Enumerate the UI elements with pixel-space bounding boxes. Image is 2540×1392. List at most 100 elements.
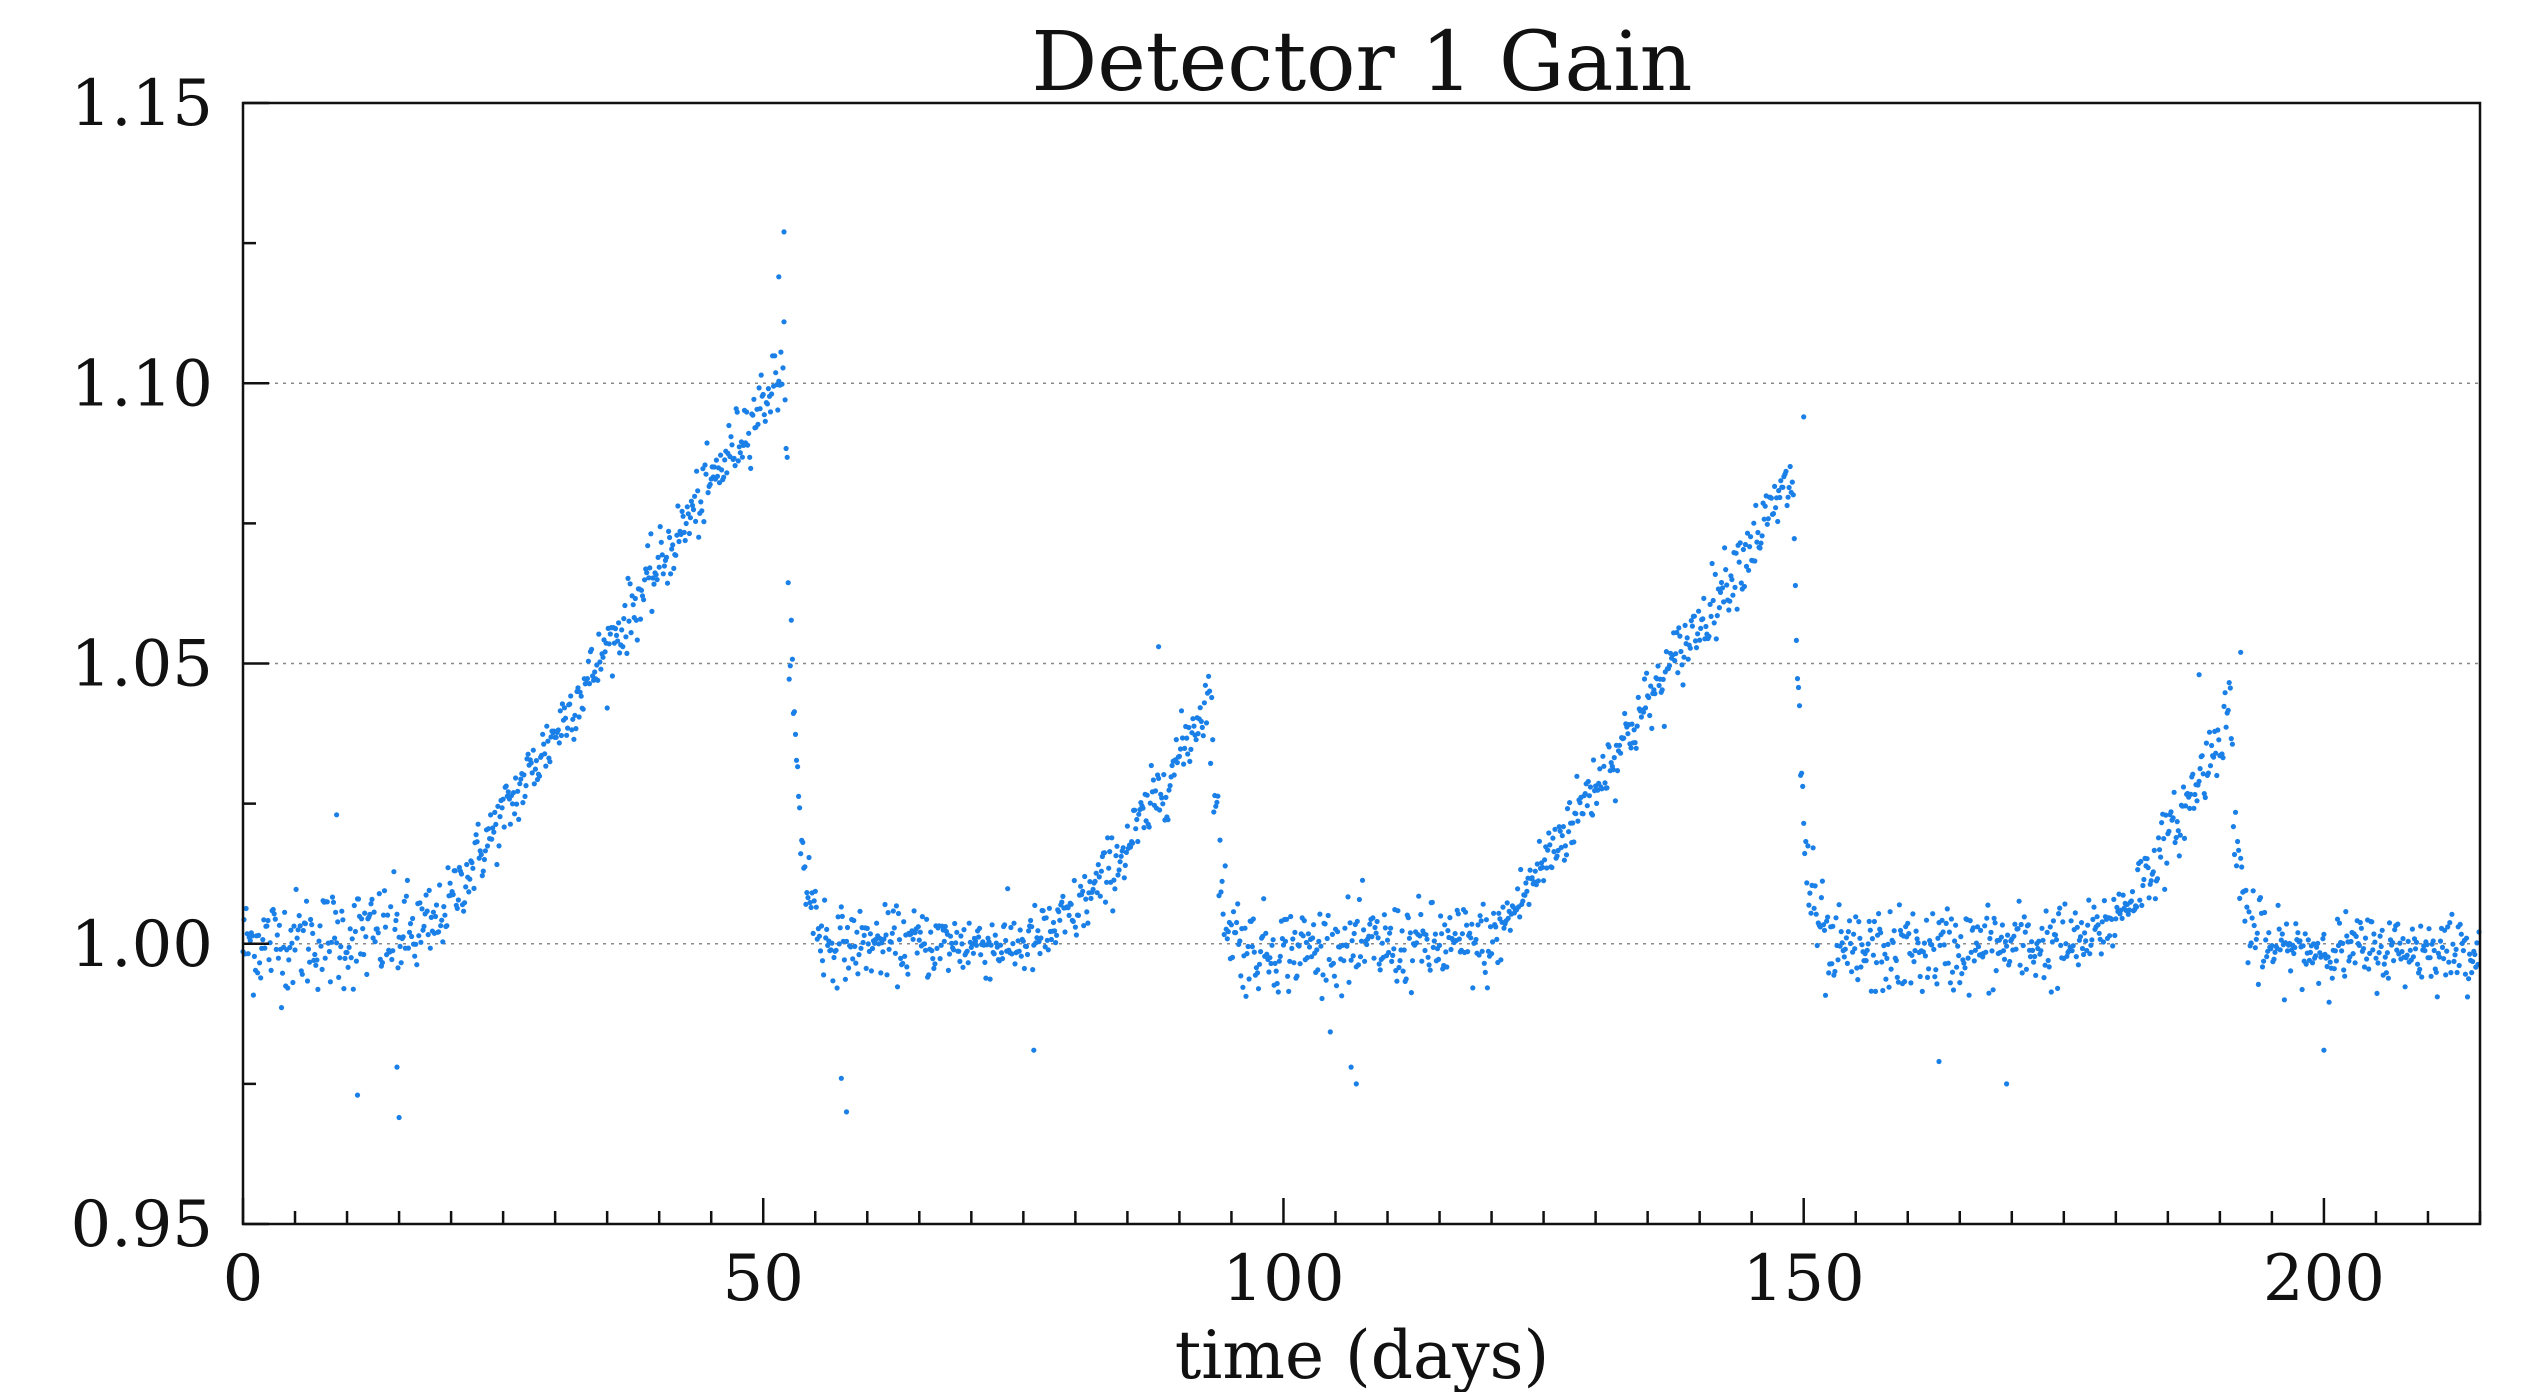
data-point	[1844, 960, 1850, 967]
data-point	[376, 891, 382, 897]
data-point	[2344, 933, 2350, 939]
data-point	[1754, 539, 1760, 545]
data-point	[1057, 917, 1063, 923]
data-point	[2144, 856, 2150, 862]
data-point	[2336, 920, 2343, 926]
data-point	[1935, 935, 1941, 941]
data-point	[442, 912, 448, 918]
data-point	[619, 627, 625, 633]
data-point	[2235, 838, 2241, 845]
data-point	[855, 971, 861, 977]
data-point	[882, 901, 888, 908]
data-point	[1133, 826, 1139, 832]
data-point	[1733, 550, 1739, 556]
data-point	[793, 757, 800, 763]
data-point	[737, 450, 743, 456]
data-point	[704, 440, 710, 446]
data-point	[1587, 784, 1593, 790]
data-point	[432, 913, 439, 920]
data-point	[867, 931, 874, 937]
data-point	[2327, 959, 2333, 965]
data-point	[1589, 812, 1596, 818]
data-point	[1527, 867, 1533, 873]
data-point	[1742, 541, 1748, 548]
data-point	[1921, 940, 1927, 946]
data-point	[2181, 835, 2188, 842]
data-point	[2032, 953, 2038, 960]
data-point	[1872, 988, 1879, 995]
data-point	[1026, 928, 1032, 934]
data-point	[1880, 987, 1886, 994]
data-point	[2170, 815, 2176, 821]
data-point	[2239, 864, 2245, 870]
data-point	[413, 941, 419, 947]
data-point	[2252, 945, 2258, 951]
data-point	[1028, 917, 1034, 924]
data-point	[270, 906, 276, 913]
data-point-outlier	[1348, 1064, 1354, 1070]
data-point	[702, 462, 708, 468]
data-point	[2043, 908, 2049, 914]
data-point	[1952, 938, 1958, 944]
data-point	[438, 923, 444, 929]
data-point	[2343, 909, 2349, 915]
data-point	[2058, 942, 2064, 949]
data-point	[861, 932, 867, 939]
data-point	[1755, 529, 1761, 536]
data-point	[1986, 990, 1992, 996]
data-point	[642, 577, 648, 583]
data-point	[1296, 943, 1302, 949]
data-point	[1110, 908, 1116, 914]
data-point	[1325, 912, 1331, 919]
data-point	[265, 917, 271, 924]
data-point	[342, 955, 348, 962]
data-point	[615, 638, 621, 644]
data-point	[1087, 879, 1093, 885]
data-point	[1075, 912, 1082, 919]
data-point	[811, 898, 817, 904]
data-point	[1515, 886, 1521, 892]
data-point	[1610, 767, 1616, 773]
data-point	[1023, 943, 1030, 950]
data-point	[2464, 994, 2471, 1000]
data-point	[1065, 905, 1071, 911]
data-point	[2000, 948, 2007, 954]
data-point	[796, 793, 802, 800]
data-point	[1010, 941, 1016, 947]
data-point	[746, 430, 752, 436]
data-point	[1342, 925, 1348, 931]
data-point	[622, 602, 628, 609]
data-point	[1604, 785, 1610, 791]
data-point	[1678, 648, 1684, 655]
data-point	[2011, 933, 2017, 939]
data-point	[2242, 918, 2248, 924]
data-point	[2450, 941, 2456, 947]
data-point	[2277, 947, 2283, 953]
data-point	[317, 923, 323, 929]
data-point	[1311, 922, 1317, 928]
data-point	[1111, 877, 1117, 883]
data-point	[2284, 948, 2291, 954]
data-point	[1563, 852, 1570, 858]
data-point	[292, 947, 298, 953]
data-point	[1217, 837, 1223, 843]
data-point	[1235, 901, 1241, 907]
data-point	[272, 916, 278, 922]
data-point	[682, 537, 688, 544]
data-point	[1478, 918, 1484, 924]
data-point	[571, 736, 577, 742]
data-point	[2255, 981, 2261, 988]
data-point	[1738, 580, 1744, 586]
data-point	[1105, 835, 1111, 841]
data-point	[2180, 784, 2187, 790]
data-point	[1191, 723, 1197, 729]
data-point	[1677, 633, 1683, 639]
data-point	[310, 930, 316, 937]
data-point	[1250, 916, 1256, 922]
data-point	[2050, 918, 2056, 924]
data-point-outlier	[2321, 1047, 2327, 1053]
data-point	[576, 714, 582, 720]
data-point	[500, 796, 506, 802]
data-point	[667, 534, 673, 541]
data-point	[1377, 967, 1383, 973]
